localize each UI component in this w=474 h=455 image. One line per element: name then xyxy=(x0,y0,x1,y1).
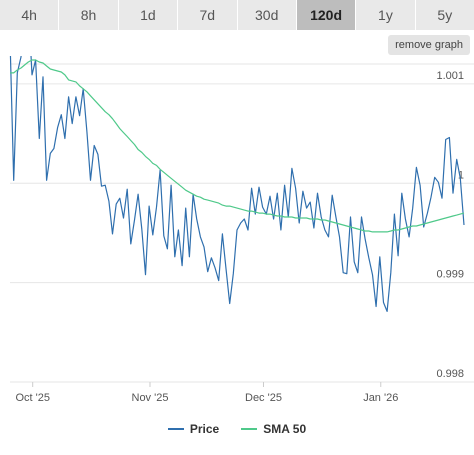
x-tick-label: Nov '25 xyxy=(132,392,169,404)
tab-1d[interactable]: 1d xyxy=(118,0,179,30)
tab-120d[interactable]: 120d xyxy=(296,0,357,30)
sma-50-line xyxy=(10,59,465,233)
y-tick-label: 1 xyxy=(458,169,464,181)
chart-legend: Price SMA 50 xyxy=(0,419,474,439)
legend-label-price: Price xyxy=(189,422,220,436)
tab-7d[interactable]: 7d xyxy=(178,0,238,30)
tab-1y[interactable]: 1y xyxy=(356,0,416,30)
x-tick-label: Oct '25 xyxy=(15,392,50,404)
legend-item-sma[interactable]: SMA 50 xyxy=(241,419,306,439)
legend-swatch-price xyxy=(167,428,184,430)
price-chart: 0.998 0.999 1 1.001 Oct '25 Nov '25 Dec '25 Jan… xyxy=(9,56,474,404)
tab-30d[interactable]: 30d xyxy=(237,0,297,30)
legend-label-sma: SMA 50 xyxy=(263,422,307,436)
x-tick-label: Dec '25 xyxy=(245,392,282,404)
y-tick-label: 0.999 xyxy=(436,269,464,281)
y-tick-label: 0.998 xyxy=(436,368,464,380)
y-tick-label: 1.001 xyxy=(436,70,464,82)
legend-swatch-sma xyxy=(241,428,258,430)
tab-4h[interactable]: 4h xyxy=(0,0,60,30)
timeframe-tabs: 4h 8h 1d 7d 30d 120d 1y 5y xyxy=(0,0,474,30)
legend-item-price[interactable]: Price xyxy=(167,419,220,439)
x-tick-label: Jan '26 xyxy=(363,392,398,404)
price-line xyxy=(9,56,465,312)
remove-graph-button[interactable]: remove graph xyxy=(388,35,470,55)
tab-8h[interactable]: 8h xyxy=(59,0,119,30)
tab-5y[interactable]: 5y xyxy=(415,0,474,30)
